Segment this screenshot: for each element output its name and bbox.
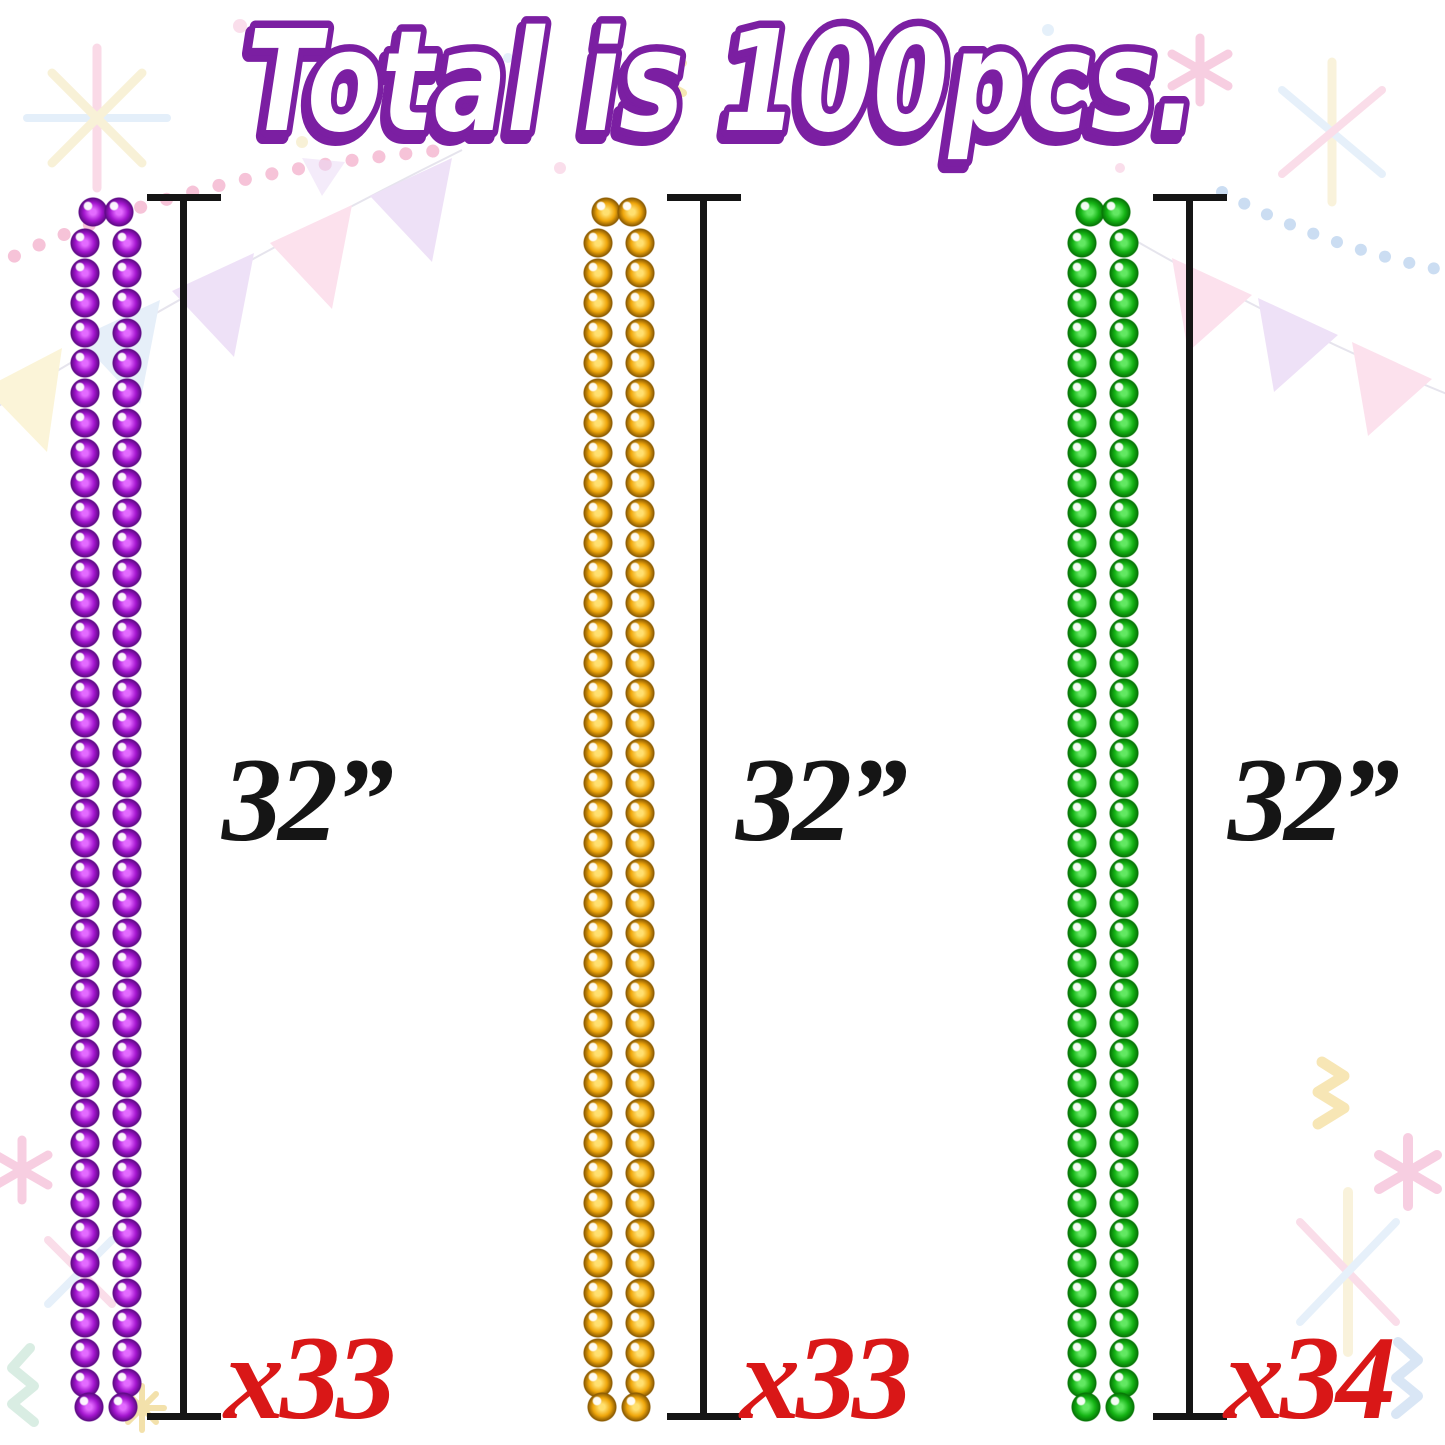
dot-garland-pink-icon (0, 143, 452, 271)
streamer-ribbon-blue-icon (1391, 1337, 1423, 1419)
asterisk-star-pink-icon (0, 1135, 53, 1205)
measure-line (700, 197, 707, 1418)
purple-bead-strand (70, 228, 100, 1398)
purple-bead-strand-fold (104, 197, 134, 227)
green-bead-strand-fold (1105, 1392, 1135, 1422)
measure-cap-bottom (667, 1413, 741, 1420)
measure-line (180, 197, 187, 1418)
purple-bead-strand-fold (78, 197, 108, 227)
length-label: 32” (222, 733, 394, 866)
streamer-ribbon-teal-icon (7, 1343, 39, 1427)
purple-bead-strand-fold (108, 1392, 138, 1422)
gold-bead-strand-fold (617, 197, 647, 227)
asterisk-star-pink-icon (1167, 33, 1233, 107)
gold-bead-strand-fold (591, 197, 621, 227)
asterisk-star-yellow-icon (627, 44, 687, 112)
purple-bead-strand-fold (74, 1392, 104, 1422)
length-label: 32” (736, 733, 908, 866)
green-bead-strand-fold (1101, 197, 1131, 227)
sparkle-icon (1296, 1187, 1400, 1357)
gold-bead-strand (625, 228, 655, 1398)
sparkle-icon (23, 43, 171, 193)
count-label: x34 (1224, 1311, 1396, 1444)
count-label: x33 (224, 1311, 396, 1444)
green-bead-strand (1067, 228, 1097, 1398)
measure-line (1186, 197, 1193, 1418)
title-banner: Total is 100pcs. Total is 100pcs. (235, 0, 1205, 178)
asterisk-star-pink-icon (1374, 1133, 1442, 1211)
sparkle-icon (1278, 57, 1386, 207)
confetti-dot-icon (233, 19, 1125, 196)
length-label: 32” (1228, 733, 1400, 866)
measure-cap-bottom (1153, 1413, 1227, 1420)
count-label: x33 (740, 1311, 912, 1444)
pennant-banner-right-icon (1137, 241, 1445, 436)
streamer-ribbon-yellow-icon (1312, 1056, 1350, 1130)
page-title: Total is 100pcs. (247, 1, 1197, 164)
green-bead-strand-fold (1071, 1392, 1101, 1422)
gold-bead-strand (583, 228, 613, 1398)
measure-cap-bottom (147, 1413, 221, 1420)
green-bead-strand (1109, 228, 1139, 1398)
gold-bead-strand-fold (621, 1392, 651, 1422)
title-shadow: Total is 100pcs. (243, 7, 1193, 170)
dot-garland-blue-icon (1216, 186, 1445, 277)
gold-bead-strand-fold (587, 1392, 617, 1422)
purple-bead-strand (112, 228, 142, 1398)
green-bead-strand-fold (1075, 197, 1105, 227)
